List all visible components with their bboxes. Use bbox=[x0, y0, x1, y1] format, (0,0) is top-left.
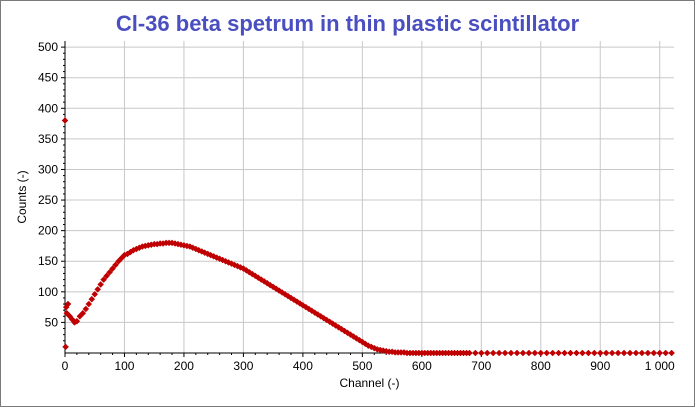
data-point bbox=[579, 349, 586, 357]
x-tick-label: 1 000 bbox=[645, 359, 675, 373]
data-point bbox=[62, 343, 69, 351]
data-point bbox=[531, 349, 539, 357]
data-point bbox=[103, 272, 110, 280]
data-point bbox=[79, 309, 87, 317]
data-point bbox=[519, 349, 527, 357]
data-point bbox=[94, 286, 102, 293]
x-tick-label: 400 bbox=[293, 359, 313, 373]
x-tick-label: 900 bbox=[590, 359, 610, 373]
data-point bbox=[483, 349, 491, 357]
y-axis-label: Counts (-) bbox=[15, 170, 29, 223]
chart-title: Cl-36 beta spetrum in thin plastic scint… bbox=[115, 11, 580, 36]
data-point bbox=[656, 349, 664, 357]
data-point bbox=[61, 117, 69, 124]
data-point bbox=[614, 349, 622, 357]
x-tick-label: 700 bbox=[471, 359, 491, 373]
data-point bbox=[501, 349, 509, 357]
data-point bbox=[73, 317, 81, 325]
y-tick-label: 200 bbox=[38, 224, 58, 238]
y-tick-label: 500 bbox=[38, 40, 58, 54]
data-point bbox=[561, 349, 568, 357]
data-point bbox=[662, 349, 670, 357]
x-tick-label: 800 bbox=[531, 359, 551, 373]
data-point bbox=[513, 349, 521, 357]
data-point bbox=[638, 349, 646, 357]
data-point bbox=[495, 349, 503, 357]
data-point bbox=[64, 300, 72, 308]
data-point bbox=[555, 349, 562, 357]
plot-area bbox=[65, 41, 674, 353]
data-point bbox=[85, 300, 93, 308]
y-tick-label: 50 bbox=[45, 315, 59, 329]
x-tick-label: 0 bbox=[62, 359, 69, 373]
data-point bbox=[620, 349, 628, 357]
y-tick-label: 250 bbox=[38, 193, 58, 207]
data-point bbox=[626, 349, 634, 357]
data-point bbox=[525, 349, 533, 357]
x-tick-label: 100 bbox=[114, 359, 134, 373]
x-tick-label: 600 bbox=[412, 359, 432, 373]
data-point bbox=[590, 349, 598, 357]
data-point bbox=[91, 290, 99, 298]
data-point bbox=[573, 349, 580, 357]
data-point bbox=[466, 349, 473, 357]
data-point bbox=[477, 349, 485, 357]
data-point bbox=[106, 268, 113, 276]
y-tick-label: 400 bbox=[38, 101, 58, 115]
y-tick-label: 150 bbox=[38, 254, 58, 268]
data-point bbox=[97, 281, 105, 288]
data-point bbox=[644, 349, 652, 357]
y-tick-label: 300 bbox=[38, 162, 58, 176]
data-point bbox=[549, 349, 557, 357]
x-tick-label: 500 bbox=[352, 359, 372, 373]
data-point bbox=[668, 349, 675, 357]
x-tick-label: 300 bbox=[233, 359, 253, 373]
data-point bbox=[602, 349, 610, 357]
data-point bbox=[543, 349, 551, 357]
data-point bbox=[100, 276, 108, 283]
y-tick-label: 100 bbox=[38, 285, 58, 299]
data-point bbox=[507, 349, 515, 357]
y-tick-label: 350 bbox=[38, 132, 58, 146]
data-point bbox=[489, 349, 497, 357]
data-point bbox=[567, 349, 574, 357]
data-point bbox=[585, 349, 592, 357]
y-tick-label: 450 bbox=[38, 71, 58, 85]
data-point bbox=[82, 305, 90, 313]
data-point bbox=[537, 349, 545, 357]
data-point bbox=[472, 349, 479, 357]
data-point bbox=[88, 295, 96, 303]
x-tick-label: 200 bbox=[174, 359, 194, 373]
x-axis-label: Channel (-) bbox=[339, 376, 399, 390]
data-point bbox=[112, 261, 119, 269]
data-point bbox=[632, 349, 640, 357]
data-point bbox=[109, 265, 116, 272]
data-point bbox=[608, 349, 616, 357]
data-point bbox=[596, 349, 604, 357]
data-point bbox=[650, 349, 658, 357]
